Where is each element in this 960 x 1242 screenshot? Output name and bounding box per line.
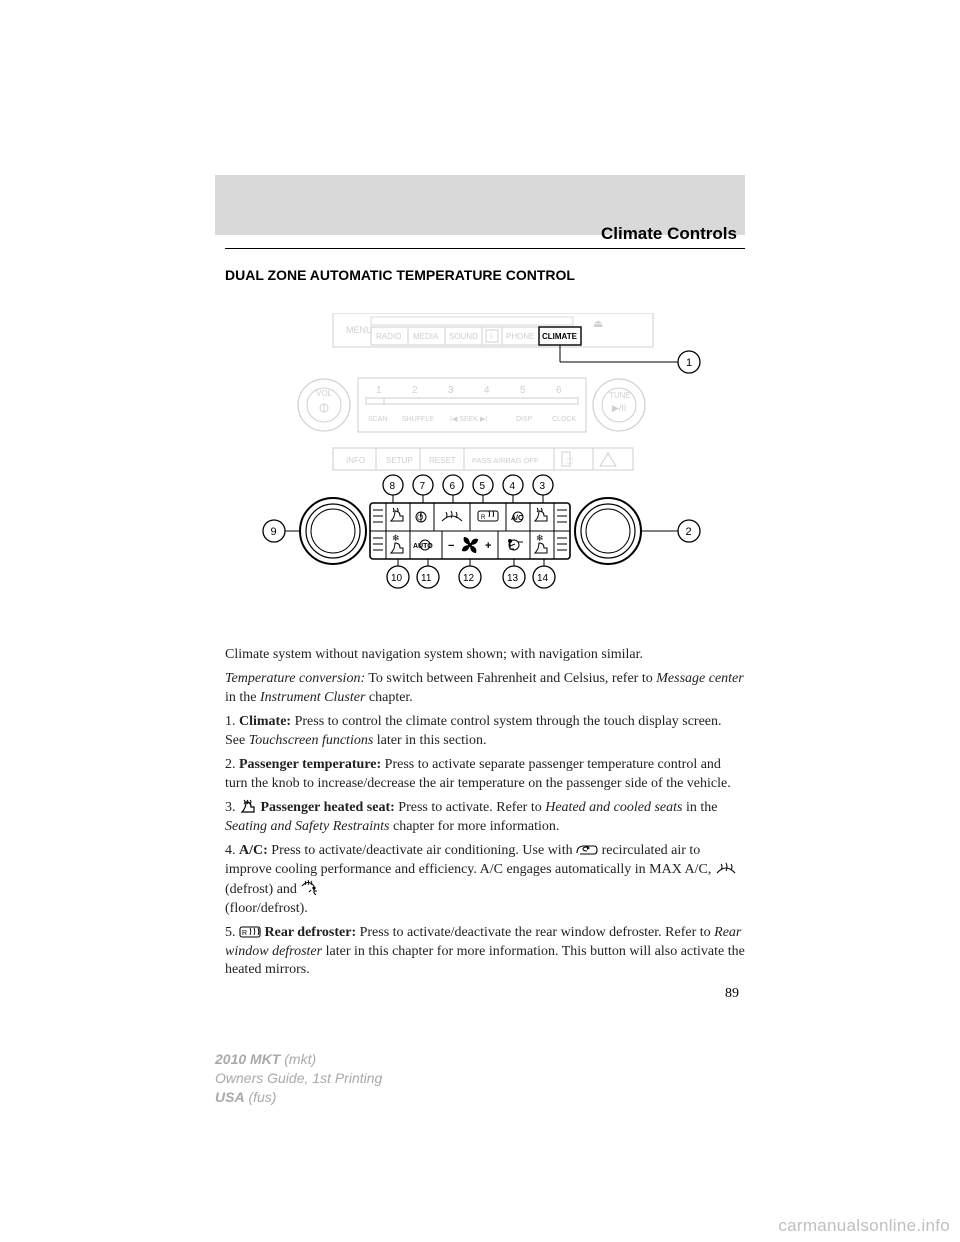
svg-text:13: 13 xyxy=(507,573,519,584)
body-text: Climate system without navigation system… xyxy=(225,646,745,980)
svg-text:7: 7 xyxy=(419,481,425,492)
svg-text:3: 3 xyxy=(539,481,545,492)
floor-defrost-icon xyxy=(300,879,320,895)
svg-text:PHONE: PHONE xyxy=(506,332,534,341)
svg-text:RESET: RESET xyxy=(429,456,456,465)
svg-text:8: 8 xyxy=(389,481,395,492)
callout-9: 9 xyxy=(270,526,276,538)
item-4: 4. A/C: Press to activate/deactivate air… xyxy=(225,842,745,918)
menu-label: MENU xyxy=(346,325,373,335)
svg-text:A/C: A/C xyxy=(511,515,523,522)
climate-button-label: CLIMATE xyxy=(542,332,578,341)
fan-icon xyxy=(462,537,478,553)
svg-text:▶/II: ▶/II xyxy=(612,403,626,413)
svg-text:12: 12 xyxy=(463,573,475,584)
page-content: Climate Controls DUAL ZONE AUTOMATIC TEM… xyxy=(225,224,745,1002)
callout-2: 2 xyxy=(685,526,691,538)
section-heading: DUAL ZONE AUTOMATIC TEMPERATURE CONTROL xyxy=(225,267,745,283)
item-1: 1. Climate: Press to control the climate… xyxy=(225,713,745,750)
watermark: carmanualsonline.info xyxy=(778,1216,950,1236)
rear-defrost-icon: R xyxy=(239,926,261,938)
temp-conversion: Temperature conversion: To switch betwee… xyxy=(225,670,745,707)
svg-text:AUTO: AUTO xyxy=(413,543,433,550)
rear-defrost-btn-icon: R xyxy=(478,511,498,521)
svg-text:14: 14 xyxy=(537,573,549,584)
svg-text:i: i xyxy=(490,331,492,341)
svg-text:INFO: INFO xyxy=(346,456,365,465)
svg-text:2: 2 xyxy=(412,385,418,396)
svg-text:6: 6 xyxy=(449,481,455,492)
svg-text:I◀ SEEK ▶I: I◀ SEEK ▶I xyxy=(450,416,487,423)
svg-text:R: R xyxy=(242,930,247,937)
item-3: 3. Passenger heated seat: Press to activ… xyxy=(225,799,745,836)
caption-line: Climate system without navigation system… xyxy=(225,646,745,664)
heated-seat-icon xyxy=(239,799,257,813)
svg-text:❄: ❄ xyxy=(536,533,544,543)
svg-text:5: 5 xyxy=(479,481,485,492)
item-5: 5. R Rear defroster: Press to activate/d… xyxy=(225,924,745,979)
svg-text:MEDIA: MEDIA xyxy=(413,332,439,341)
svg-text:R: R xyxy=(481,515,486,521)
svg-text:SHUFFLE: SHUFFLE xyxy=(402,416,434,423)
svg-text:4: 4 xyxy=(484,385,490,396)
chapter-title: Climate Controls xyxy=(225,224,745,249)
svg-text:SETUP: SETUP xyxy=(386,456,413,465)
callouts-top: 8 7 6 5 4 3 xyxy=(383,475,553,503)
svg-text:6: 6 xyxy=(556,385,562,396)
svg-text:SCAN: SCAN xyxy=(368,416,387,423)
heated-seat-icon xyxy=(391,508,403,521)
svg-text:VOL: VOL xyxy=(316,389,333,398)
svg-text:5: 5 xyxy=(520,385,526,396)
footer: 2010 MKT (mkt) Owners Guide, 1st Printin… xyxy=(215,1050,382,1107)
svg-text:+: + xyxy=(485,540,491,552)
svg-text:PASS AIRBAG OFF: PASS AIRBAG OFF xyxy=(472,456,539,465)
defrost-front-icon xyxy=(442,511,462,521)
svg-text:RADIO: RADIO xyxy=(376,332,401,341)
svg-text:−: − xyxy=(448,540,454,552)
page-number: 89 xyxy=(225,986,745,1002)
svg-text:⬚: ⬚ xyxy=(566,456,574,465)
svg-text:10: 10 xyxy=(391,573,403,584)
heated-seat-icon xyxy=(535,508,547,521)
item-2: 2. Passenger temperature: Press to activ… xyxy=(225,756,745,793)
svg-text:CLOCK: CLOCK xyxy=(552,416,576,423)
svg-text:⏏: ⏏ xyxy=(593,318,603,330)
callouts-bottom: 10 11 12 13 14 xyxy=(387,559,555,588)
climate-control-diagram: MENU RADIO MEDIA SOUND i PHONE CLIMATE ⏏… xyxy=(258,313,713,618)
svg-text:1: 1 xyxy=(376,385,382,396)
svg-text:4: 4 xyxy=(509,481,515,492)
svg-text:3: 3 xyxy=(448,385,454,396)
callout-1: 1 xyxy=(686,357,692,369)
svg-text:❄: ❄ xyxy=(392,533,400,543)
svg-text:SOUND: SOUND xyxy=(449,332,478,341)
svg-text:DISP: DISP xyxy=(516,416,533,423)
svg-text:⏻: ⏻ xyxy=(417,513,424,522)
recirc-icon xyxy=(576,844,598,856)
svg-text:11: 11 xyxy=(421,573,432,584)
defrost-icon xyxy=(715,861,737,875)
svg-text:TUNE: TUNE xyxy=(609,391,631,400)
